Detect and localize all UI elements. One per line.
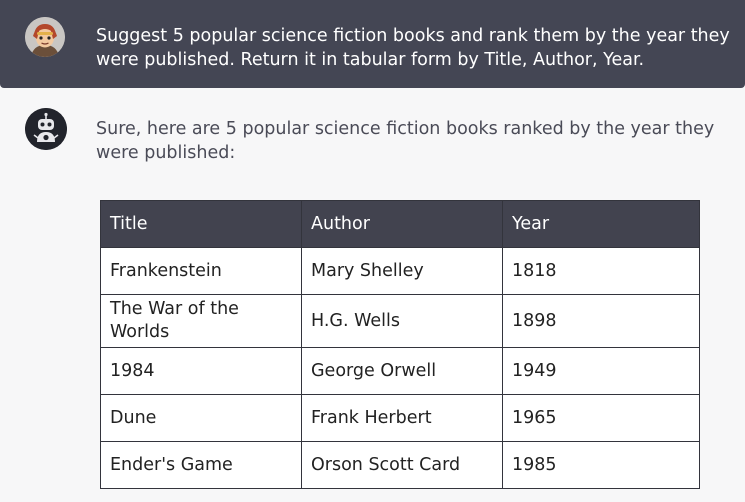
table-row: Ender's Game Orson Scott Card 1985 xyxy=(100,441,700,489)
table-row: Frankenstein Mary Shelley 1818 xyxy=(100,247,700,295)
table-cell-title: Frankenstein xyxy=(100,247,302,295)
user-message-text: Suggest 5 popular science fiction books … xyxy=(96,26,730,70)
assistant-message-text: Sure, here are 5 popular science fiction… xyxy=(96,119,715,163)
table-cell-title: The War of the Worlds xyxy=(100,294,302,348)
table-cell-author: H.G. Wells xyxy=(301,294,503,348)
table-header-year: Year xyxy=(502,200,700,248)
table-header-title: Title xyxy=(100,200,302,248)
table-row: 1984 George Orwell 1949 xyxy=(100,347,700,395)
cartoon-person-avatar-icon xyxy=(25,17,65,57)
table-row: The War of the Worlds H.G. Wells 1898 xyxy=(100,294,700,348)
table-cell-title: Dune xyxy=(100,394,302,442)
user-message: Suggest 5 popular science fiction books … xyxy=(0,0,745,88)
robot-avatar-icon xyxy=(25,108,67,150)
table-header-author: Author xyxy=(301,200,503,248)
table-header-row: Title Author Year xyxy=(100,200,700,248)
table-cell-author: George Orwell xyxy=(301,347,503,395)
table-cell-year: 1818 xyxy=(502,247,700,295)
table-cell-author: Frank Herbert xyxy=(301,394,503,442)
table-cell-year: 1985 xyxy=(502,441,700,489)
books-table: Title Author Year Frankenstein Mary Shel… xyxy=(100,200,700,489)
table-row: Dune Frank Herbert 1965 xyxy=(100,394,700,442)
table-cell-year: 1965 xyxy=(502,394,700,442)
table-cell-title: Ender's Game xyxy=(100,441,302,489)
table-cell-year: 1898 xyxy=(502,294,700,348)
table-cell-title: 1984 xyxy=(100,347,302,395)
table-cell-author: Orson Scott Card xyxy=(301,441,503,489)
table-cell-year: 1949 xyxy=(502,347,700,395)
table-cell-author: Mary Shelley xyxy=(301,247,503,295)
